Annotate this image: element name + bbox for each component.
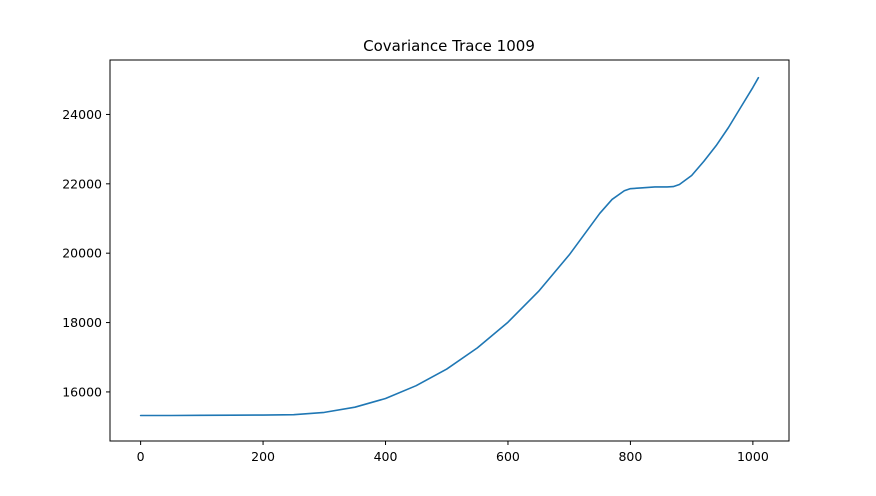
y-tick-label: 20000 xyxy=(62,246,102,261)
y-tick-label: 24000 xyxy=(62,107,102,122)
y-tick-label: 22000 xyxy=(62,176,102,191)
series-line-0 xyxy=(139,76,760,417)
axes-layer: 0 200 400 600 800 1000 16000 18000 20000 22000 240… xyxy=(62,59,790,464)
plot-frame xyxy=(109,59,790,442)
x-tick-label: 600 xyxy=(496,449,520,464)
x-tick-label: 200 xyxy=(251,449,275,464)
chart-title: Covariance Trace 1009 xyxy=(363,37,535,55)
x-tick-label: 800 xyxy=(618,449,642,464)
x-tick-label: 1000 xyxy=(737,449,769,464)
y-tick-label: 18000 xyxy=(62,315,102,330)
series-layer xyxy=(139,76,760,417)
x-tick-label: 400 xyxy=(374,449,398,464)
x-tick-label: 0 xyxy=(137,449,145,464)
y-tick-label: 16000 xyxy=(62,384,102,399)
